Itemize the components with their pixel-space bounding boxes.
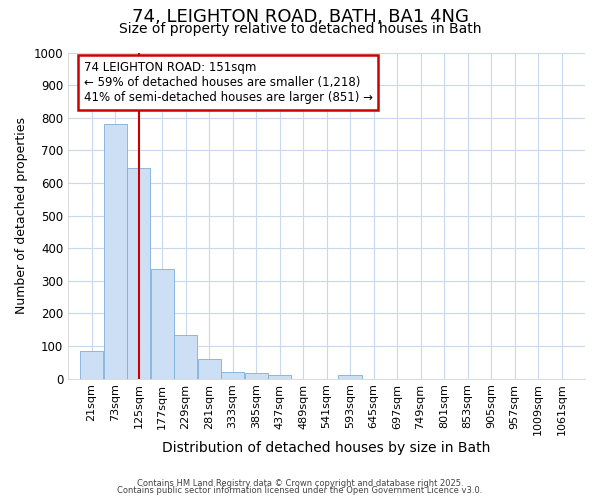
- Text: 74 LEIGHTON ROAD: 151sqm
← 59% of detached houses are smaller (1,218)
41% of sem: 74 LEIGHTON ROAD: 151sqm ← 59% of detach…: [83, 60, 373, 104]
- Y-axis label: Number of detached properties: Number of detached properties: [15, 117, 28, 314]
- Bar: [127, 168, 150, 378]
- Bar: [80, 351, 103, 378]
- Bar: [197, 359, 221, 378]
- Bar: [245, 373, 268, 378]
- Text: Contains public sector information licensed under the Open Government Licence v3: Contains public sector information licen…: [118, 486, 482, 495]
- Bar: [338, 376, 362, 378]
- Bar: [268, 376, 291, 378]
- Text: Contains HM Land Registry data © Crown copyright and database right 2025.: Contains HM Land Registry data © Crown c…: [137, 478, 463, 488]
- Bar: [151, 270, 173, 378]
- Bar: [221, 372, 244, 378]
- Bar: [104, 124, 127, 378]
- X-axis label: Distribution of detached houses by size in Bath: Distribution of detached houses by size …: [163, 441, 491, 455]
- Bar: [174, 334, 197, 378]
- Text: 74, LEIGHTON ROAD, BATH, BA1 4NG: 74, LEIGHTON ROAD, BATH, BA1 4NG: [131, 8, 469, 26]
- Text: Size of property relative to detached houses in Bath: Size of property relative to detached ho…: [119, 22, 481, 36]
